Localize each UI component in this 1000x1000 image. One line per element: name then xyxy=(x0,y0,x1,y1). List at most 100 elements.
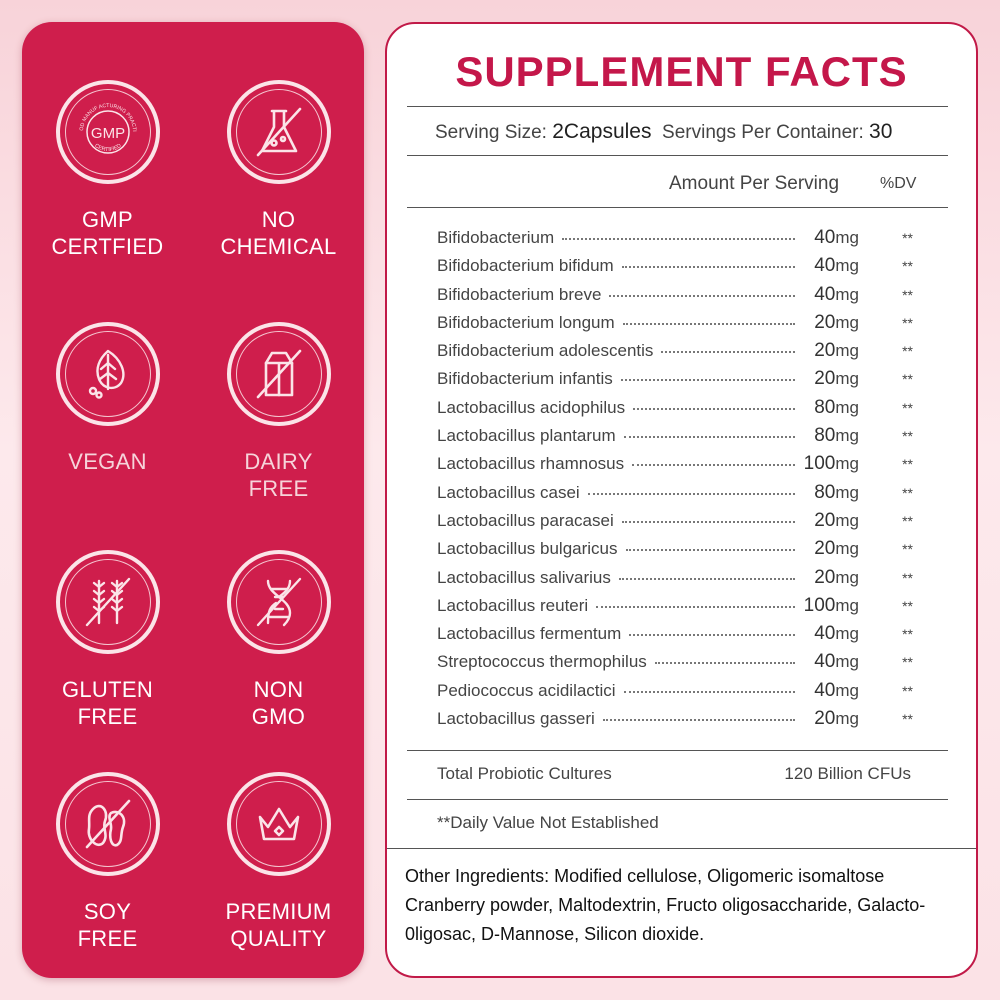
ingredient-dv: ** xyxy=(902,541,913,558)
ingredient-name: Lactobacillus casei xyxy=(437,482,580,502)
serving-size-value: 2Capsules xyxy=(552,120,652,143)
ingredient-name: Bifidobacterium breve xyxy=(437,284,602,304)
badge-label-line: FREE xyxy=(77,926,138,951)
ingredient-amount-unit: mg xyxy=(835,539,859,559)
leader-dots xyxy=(623,436,795,439)
milk-carton-icon xyxy=(226,322,331,426)
ingredient-amount: 100mg xyxy=(797,453,859,475)
serving-size-label: Serving Size: xyxy=(435,122,547,143)
leader-dots xyxy=(562,238,795,240)
badge-label-line: CERTFIED xyxy=(51,234,164,259)
ingredient-amount-value: 40 xyxy=(814,283,836,305)
ingredient-amount: 20mg xyxy=(797,538,859,560)
badge-label-line: NON xyxy=(253,677,304,702)
badge-label: GMP CERTFIED xyxy=(22,206,193,260)
badge-non-gmo: NON GMO xyxy=(193,550,364,730)
gmp-seal-bottom-text: CERTIFIED xyxy=(93,143,122,153)
badge-label: PREMIUM QUALITY xyxy=(193,898,364,952)
ingredient-row: Bifidobacterium 40mg ** xyxy=(437,227,917,255)
ingredient-row: Lactobacillus paracasei 20mg ** xyxy=(437,510,917,538)
badge-vegan: VEGAN xyxy=(22,322,193,475)
ingredient-row: Pediococcus acidilactici 40mg ** xyxy=(437,680,917,708)
ingredient-amount-unit: mg xyxy=(835,397,859,417)
ingredient-row: Lactobacillus bulgaricus 20mg ** xyxy=(437,538,917,566)
ingredient-row: Lactobacillus rhamnosus 100mg ** xyxy=(437,453,917,481)
divider xyxy=(407,750,948,751)
ingredient-dv: ** xyxy=(902,286,913,303)
leader-dots xyxy=(587,492,795,495)
ingredient-amount-unit: mg xyxy=(835,510,859,530)
ingredient-amount-value: 20 xyxy=(814,368,836,390)
badge-dairy-free: DAIRY FREE xyxy=(193,322,364,502)
ingredient-amount: 40mg xyxy=(797,623,859,645)
leader-dots xyxy=(623,690,795,693)
ingredient-amount: 40mg xyxy=(797,284,859,306)
badge-label-line: GMO xyxy=(251,704,306,729)
ingredient-amount: 40mg xyxy=(797,680,859,702)
badge-label: DAIRY FREE xyxy=(193,448,364,502)
ingredient-row: Streptococcus thermophilus 40mg ** xyxy=(437,651,917,679)
servings-per-container-label: Servings Per Container: xyxy=(662,122,864,143)
ingredient-amount-unit: mg xyxy=(835,312,859,332)
ingredient-amount-unit: mg xyxy=(835,567,859,587)
ingredient-dv: ** xyxy=(902,682,913,699)
ingredient-amount-value: 20 xyxy=(814,340,836,362)
ingredient-name: Lactobacillus fermentum xyxy=(437,624,622,644)
badge-gluten-free: GLUTEN FREE xyxy=(22,550,193,730)
ingredient-dv: ** xyxy=(902,230,913,246)
ingredient-amount: 20mg xyxy=(797,340,859,362)
ingredient-amount: 80mg xyxy=(797,482,859,504)
badge-label-line: GMP xyxy=(81,207,133,232)
badge-label-line: VEGAN xyxy=(68,449,147,474)
ingredient-amount: 40mg xyxy=(797,227,859,249)
ingredient-amount-value: 40 xyxy=(814,623,836,645)
badge-label: NON GMO xyxy=(193,676,364,730)
ingredient-row: Lactobacillus reuteri 100mg ** xyxy=(437,595,917,623)
ingredient-dv: ** xyxy=(902,456,913,473)
ingredient-amount-unit: mg xyxy=(835,624,859,644)
ingredient-row: Lactobacillus salivarius 20mg ** xyxy=(437,567,917,595)
ingredient-name: Bifidobacterium adolescentis xyxy=(437,341,654,361)
badge-label-line: QUALITY xyxy=(230,926,327,951)
facts-title: SUPPLEMENT FACTS xyxy=(455,48,908,95)
ingredient-amount: 40mg xyxy=(797,651,859,673)
ingredient-name: Lactobacillus acidophilus xyxy=(437,397,626,417)
ingredient-amount: 20mg xyxy=(797,368,859,390)
leader-dots xyxy=(596,605,795,608)
gmp-seal-text: GMP xyxy=(90,125,124,142)
ingredient-amount: 40mg xyxy=(797,255,859,277)
ingredient-amount-value: 40 xyxy=(814,227,836,248)
ingredient-amount-value: 20 xyxy=(814,538,836,560)
daily-value-note: **Daily Value Not Established xyxy=(437,813,659,832)
other-ingredients: Other Ingredients: Modified cellulose, O… xyxy=(405,866,926,944)
supplement-facts-panel: SUPPLEMENT FACTS Serving Size: 2Capsules… xyxy=(385,22,978,978)
ingredient-dv: ** xyxy=(902,371,913,388)
ingredient-amount-value: 20 xyxy=(814,311,836,333)
divider xyxy=(407,155,948,156)
ingredient-row: Lactobacillus acidophilus 80mg ** xyxy=(437,397,917,425)
leader-dots xyxy=(654,662,795,665)
total-row: Total Probiotic Cultures 120 Billion CFU… xyxy=(437,764,911,784)
badge-premium-quality: PREMIUM QUALITY xyxy=(193,772,364,952)
ingredient-name: Streptococcus thermophilus xyxy=(437,652,647,672)
vegan-leaf-icon xyxy=(55,322,160,426)
badge-label-line: GLUTEN xyxy=(61,677,154,702)
ingredient-dv: ** xyxy=(902,597,913,614)
leader-dots xyxy=(602,719,795,722)
serving-info: Serving Size: 2Capsules Servings Per Con… xyxy=(435,120,892,144)
ingredient-amount-unit: mg xyxy=(835,482,859,502)
ingredient-amount-value: 100 xyxy=(803,453,836,475)
ingredient-dv: ** xyxy=(902,314,913,331)
ingredient-list: Bifidobacterium 40mg ** Bifidobacterium bif… xyxy=(437,227,917,736)
divider xyxy=(407,106,948,107)
badge-label: GLUTEN FREE xyxy=(22,676,193,730)
ingredient-name: Bifidobacterium longum xyxy=(437,312,615,332)
ingredient-amount: 80mg xyxy=(797,397,859,419)
ingredient-dv: ** xyxy=(902,343,913,360)
ingredient-name: Lactobacillus bulgaricus xyxy=(437,539,618,559)
leader-dots xyxy=(621,520,795,523)
leader-dots xyxy=(618,577,795,580)
ingredient-amount: 20mg xyxy=(797,312,859,334)
ingredient-amount-unit: mg xyxy=(835,652,859,672)
